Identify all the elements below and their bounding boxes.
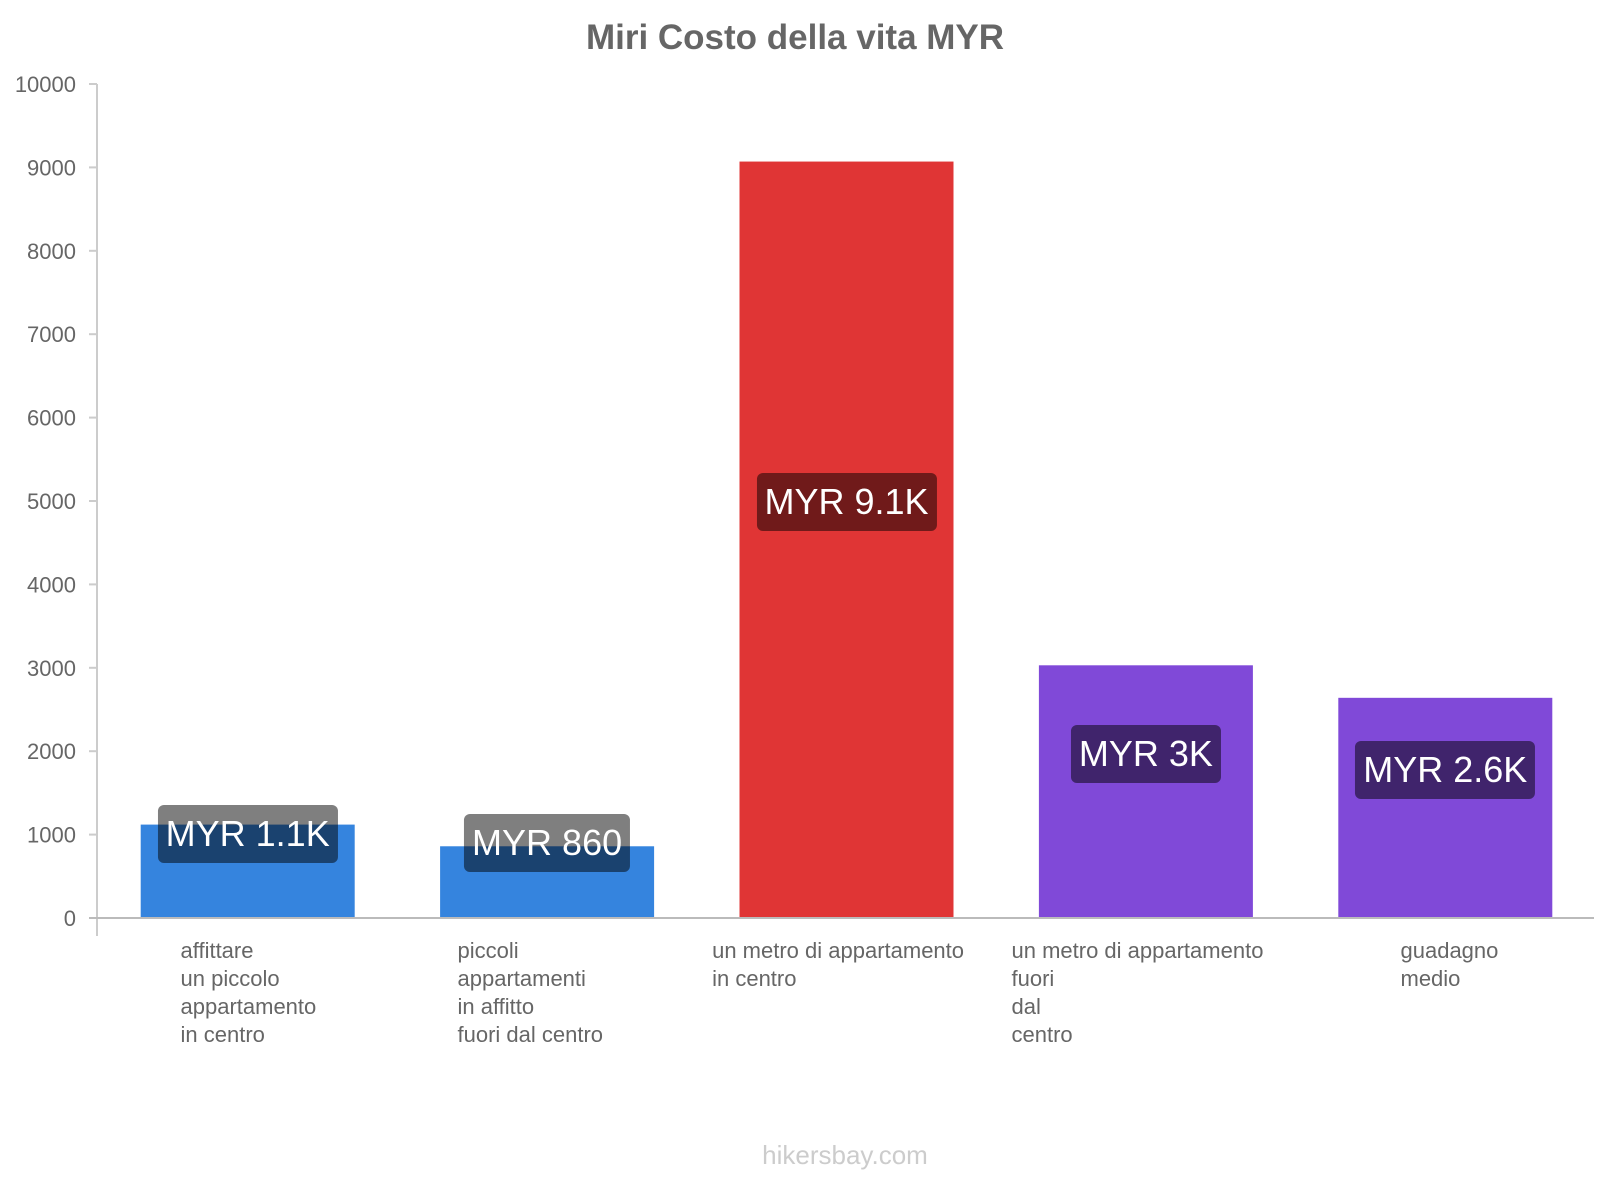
bar-value-label: MYR 860 bbox=[464, 813, 631, 872]
y-tick-label: 0 bbox=[64, 906, 76, 931]
y-tick-label: 9000 bbox=[27, 155, 76, 180]
bar-value-label: MYR 3K bbox=[1070, 724, 1221, 783]
bar bbox=[739, 161, 954, 918]
bar-value-label: MYR 9.1K bbox=[756, 472, 937, 531]
y-tick-label: 3000 bbox=[27, 656, 76, 681]
x-category-label: piccoli appartamenti in affitto fuori da… bbox=[457, 938, 604, 1047]
x-category-label: un metro di appartamento fuori dal centr… bbox=[1011, 938, 1264, 1047]
x-category-label: un metro di appartamento in centro bbox=[712, 938, 965, 991]
bar-value-label: MYR 1.1K bbox=[157, 804, 338, 863]
bar bbox=[1038, 665, 1253, 918]
x-category-label: affittare un piccolo appartamento in cen… bbox=[180, 938, 317, 1047]
bar-value-label: MYR 2.6K bbox=[1355, 741, 1536, 800]
y-tick-label: 5000 bbox=[27, 489, 76, 514]
footer-watermark[interactable]: hikersbay.com bbox=[762, 1140, 928, 1170]
y-tick-label: 7000 bbox=[27, 322, 76, 347]
y-tick-label: 2000 bbox=[27, 739, 76, 764]
y-tick-label: 6000 bbox=[27, 406, 76, 431]
y-tick-label: 1000 bbox=[27, 823, 76, 848]
bar bbox=[1338, 697, 1553, 918]
x-category-label: guadagno medio bbox=[1400, 938, 1499, 991]
y-tick-label: 4000 bbox=[27, 572, 76, 597]
chart-title: Miri Costo della vita MYR bbox=[585, 18, 1005, 57]
y-tick-label: 10000 bbox=[15, 72, 76, 97]
y-tick-label: 8000 bbox=[27, 239, 76, 264]
